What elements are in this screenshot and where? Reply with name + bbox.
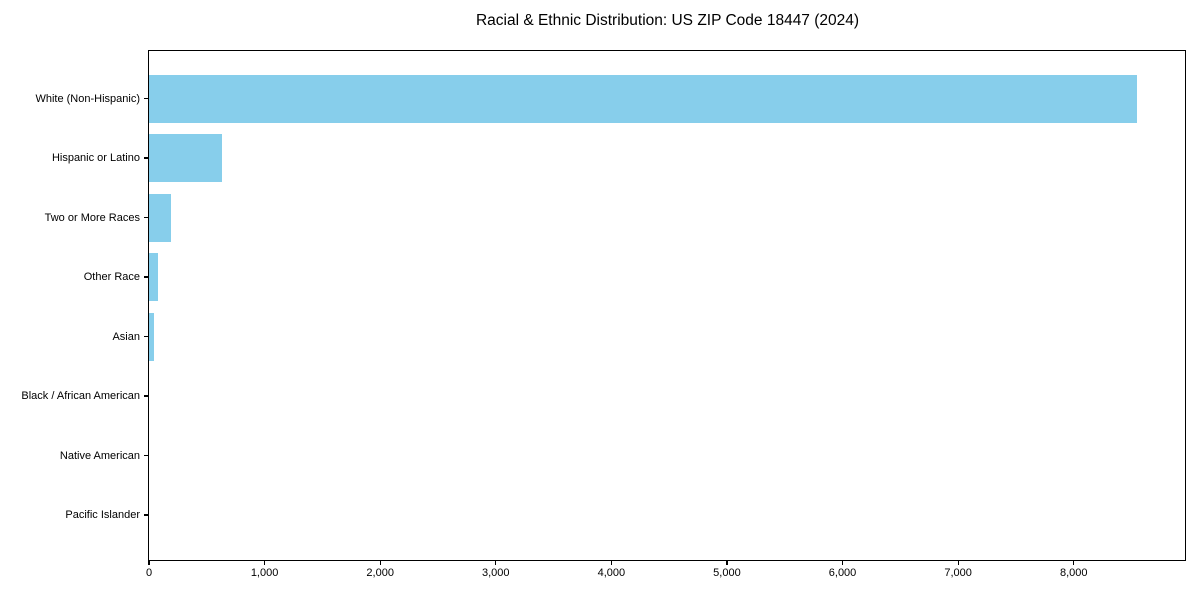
y-axis: White (Non-Hispanic) Hispanic or Latino Tw… — [21, 51, 1185, 560]
x-tick-mark — [1073, 561, 1075, 565]
y-tick-label: Hispanic or Latino — [51, 152, 140, 164]
x-tick-label: 7,000 — [944, 567, 972, 579]
x-tick-label: 0 — [145, 567, 153, 579]
x-tick-label: 4,000 — [597, 567, 626, 579]
y-tick-mark — [144, 514, 148, 516]
x-axis: 0 1,000 2,000 3,000 4,000 5,000 6,000 7,000 8,00… — [146, 51, 1185, 579]
x-tick-label: 5,000 — [713, 567, 741, 579]
y-tick-mark — [144, 157, 148, 159]
y-tick-label: Two or More Races — [44, 211, 140, 224]
x-tick-label: 1,000 — [250, 567, 279, 579]
category-bar-white-non-hispanic — [149, 74, 1138, 123]
y-tick-mark — [144, 395, 148, 397]
x-tick-mark — [957, 561, 959, 565]
x-tick-mark — [148, 561, 150, 565]
plot-area: White (Non-Hispanic) Hispanic or Latino Tw… — [21, 50, 1186, 579]
y-tick-label: Black / African American — [21, 390, 140, 402]
y-tick-label: White (Non-Hispanic) — [35, 92, 140, 105]
y-tick-mark — [144, 97, 148, 100]
y-tick-label: Asian — [112, 330, 140, 343]
x-tick-mark — [726, 561, 728, 565]
y-tick-mark — [144, 454, 148, 457]
category-bar-hispanic-or-latino — [149, 134, 222, 182]
x-tick-label: 3,000 — [482, 567, 510, 579]
y-tick-mark — [144, 216, 148, 219]
x-tick-mark — [610, 561, 612, 565]
y-tick-label: Native American — [59, 449, 140, 462]
category-bar-other-race — [149, 253, 159, 301]
y-tick-mark — [144, 335, 148, 338]
y-tick-label: Pacific Islander — [65, 509, 140, 521]
category-bar-asian — [149, 312, 155, 361]
category-bar-two-or-more-races — [149, 193, 171, 242]
y-tick-label: Other Race — [83, 271, 140, 283]
x-tick-mark — [841, 561, 844, 565]
chart-title: Racial & Ethnic Distribution: US ZIP Cod… — [475, 12, 860, 29]
x-tick-mark — [263, 561, 266, 565]
x-tick-label: 8,000 — [1059, 567, 1088, 579]
x-tick-label: 2,000 — [366, 567, 394, 579]
x-tick-mark — [495, 561, 497, 565]
y-tick-mark — [144, 276, 148, 278]
x-tick-label: 6,000 — [828, 567, 857, 579]
bars-layer — [149, 51, 1185, 560]
x-tick-mark — [379, 561, 381, 565]
